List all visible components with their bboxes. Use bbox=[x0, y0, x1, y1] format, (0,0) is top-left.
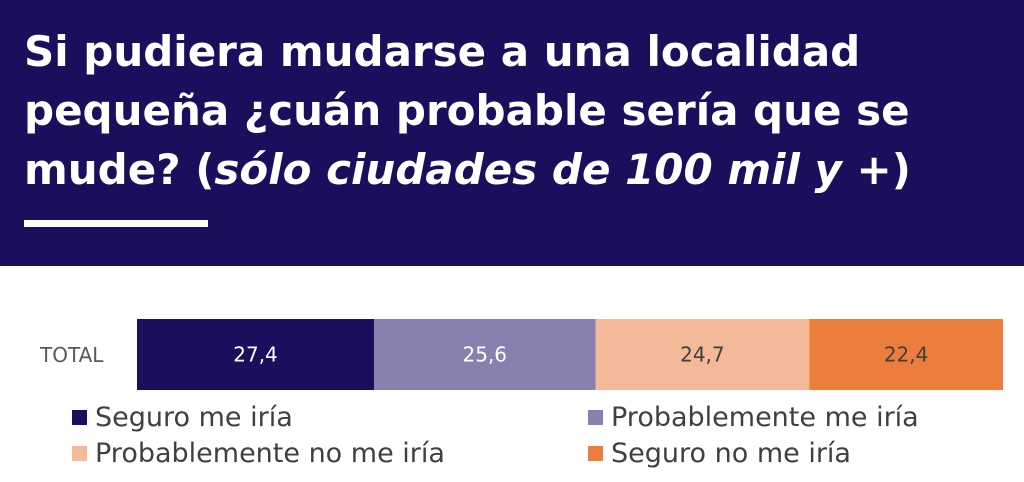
legend-swatch bbox=[588, 410, 603, 425]
chart-title-italic: sólo ciudades de 100 mil y + bbox=[214, 145, 892, 194]
legend-item-probablemente-no-me-iria: Probablemente no me iría bbox=[72, 438, 445, 469]
data-label-2: 24,7 bbox=[680, 343, 725, 367]
legend-item-probablemente-me-iria: Probablemente me iría bbox=[588, 402, 919, 433]
bar-segment-3 bbox=[809, 319, 1003, 390]
legend-label: Probablemente me iría bbox=[611, 402, 919, 433]
legend-item-seguro-no-me-iria: Seguro no me iría bbox=[588, 438, 851, 469]
data-label-1: 25,6 bbox=[463, 343, 508, 367]
category-label-total: TOTAL bbox=[40, 343, 104, 367]
bar-segment-1 bbox=[374, 319, 596, 390]
title-underline bbox=[24, 220, 208, 227]
legend-swatch bbox=[588, 446, 603, 461]
bar-segment-0 bbox=[137, 319, 375, 390]
chart-title-close: ) bbox=[891, 145, 911, 194]
legend-label: Probablemente no me iría bbox=[95, 438, 445, 469]
data-label-0: 27,4 bbox=[233, 343, 278, 367]
data-label-3: 22,4 bbox=[884, 343, 929, 367]
legend-item-seguro-me-iria: Seguro me iría bbox=[72, 402, 293, 433]
chart-title-main: Si pudiera mudarse a una localidad peque… bbox=[24, 27, 910, 194]
legend-swatch bbox=[72, 446, 87, 461]
header-banner: Si pudiera mudarse a una localidad peque… bbox=[0, 0, 1024, 266]
legend-swatch bbox=[72, 410, 87, 425]
bar-segment-2 bbox=[595, 319, 810, 390]
chart-title: Si pudiera mudarse a una localidad peque… bbox=[24, 22, 1004, 199]
legend-label: Seguro no me iría bbox=[611, 438, 851, 469]
legend-label: Seguro me iría bbox=[95, 402, 293, 433]
